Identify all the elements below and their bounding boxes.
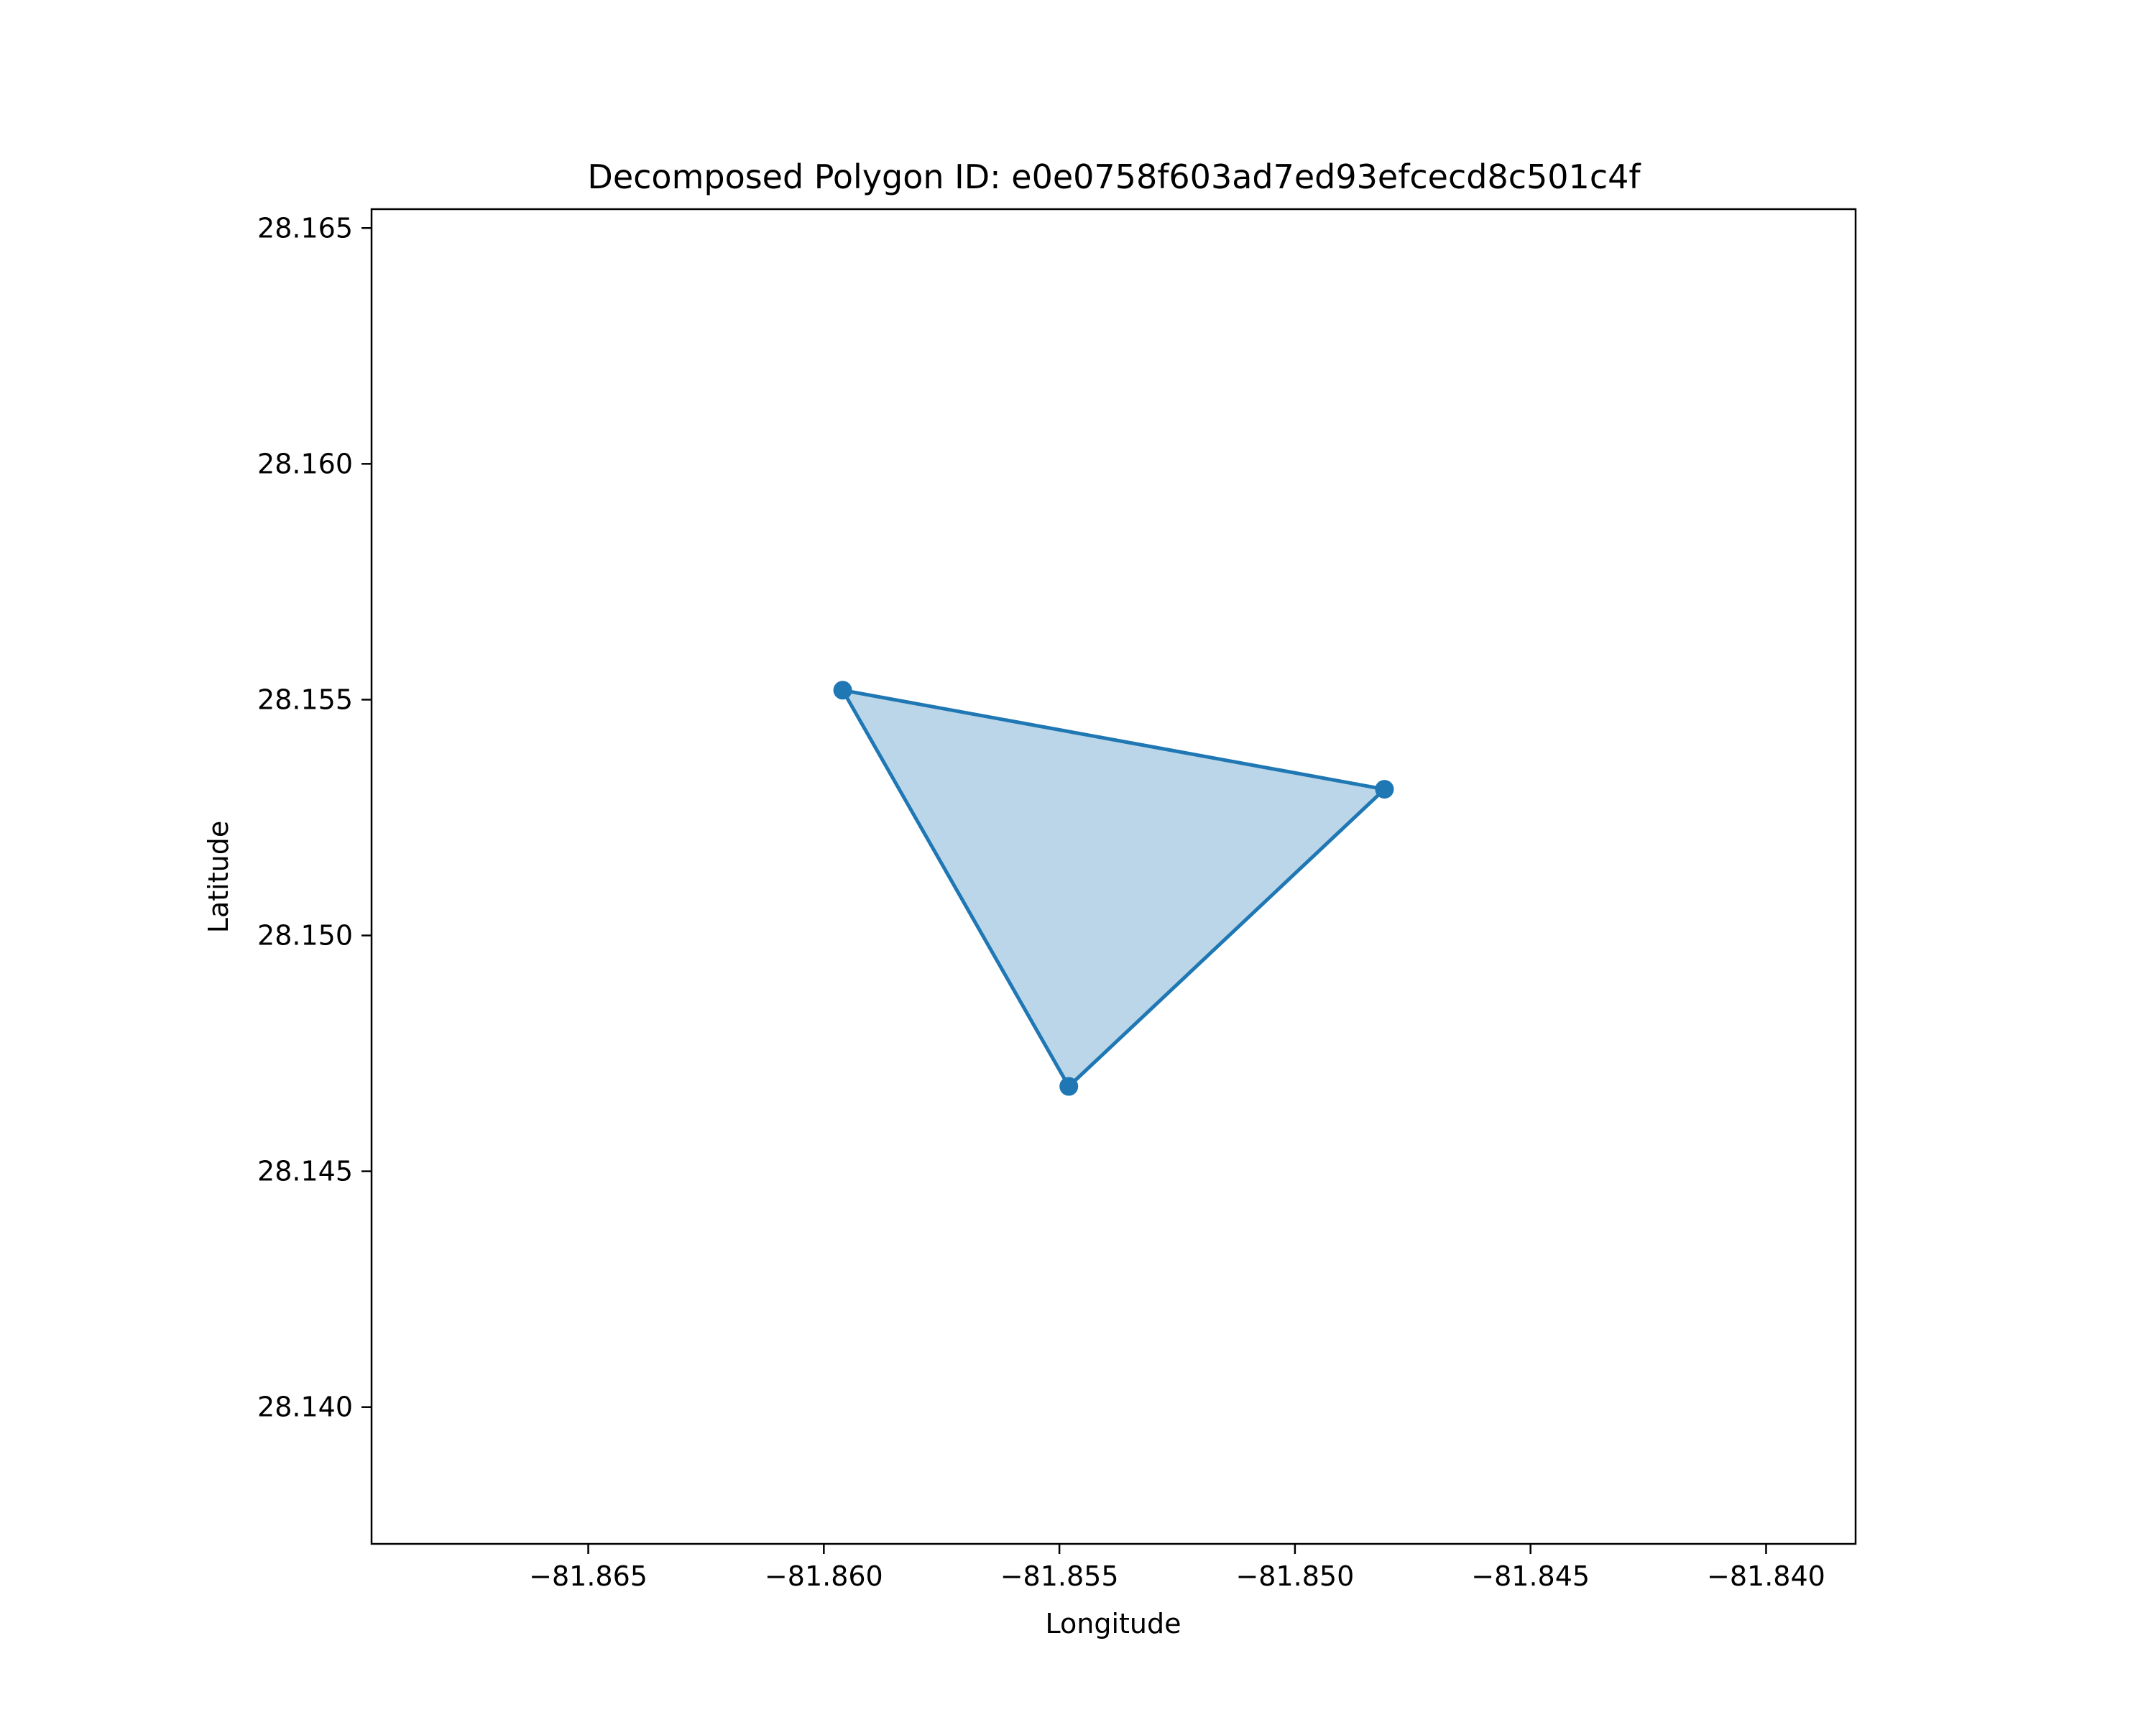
x-tick-label: −81.850 [1235,1560,1354,1592]
y-tick-label: 28.160 [257,448,353,479]
polygon-outline [841,688,1386,1088]
x-tick-label: −81.860 [765,1560,883,1592]
y-axis-label: Latitude [203,821,234,933]
vertex-point [1059,1077,1079,1096]
y-tick-label: 28.155 [257,684,353,715]
x-tick-label: −81.845 [1471,1560,1590,1592]
y-tick-label: 28.145 [257,1156,353,1187]
vertex-point [833,681,852,700]
axes-frame [370,208,1857,1545]
x-axis: −81.865 −81.860 −81.855 −81.850 −81.845 −81.8… [529,1544,1825,1592]
y-axis: 28.140 28.145 28.150 28.155 28.160 28.165 [257,212,372,1423]
x-axis-label: Longitude [1046,1608,1181,1639]
plot-area [370,208,1857,1545]
x-tick-label: −81.840 [1707,1560,1825,1592]
x-tick-label: −81.855 [1000,1560,1119,1592]
series-layer [833,681,1394,1096]
y-tick-label: 28.150 [257,920,353,952]
chart-title: Decomposed Polygon ID: e0e0758f603ad7ed9… [587,157,1641,196]
polygon-fill [842,690,1385,1087]
y-tick-label: 28.165 [257,212,353,244]
y-tick-label: 28.140 [257,1392,353,1423]
x-tick-label: −81.865 [529,1560,648,1592]
vertex-point [1375,780,1394,799]
